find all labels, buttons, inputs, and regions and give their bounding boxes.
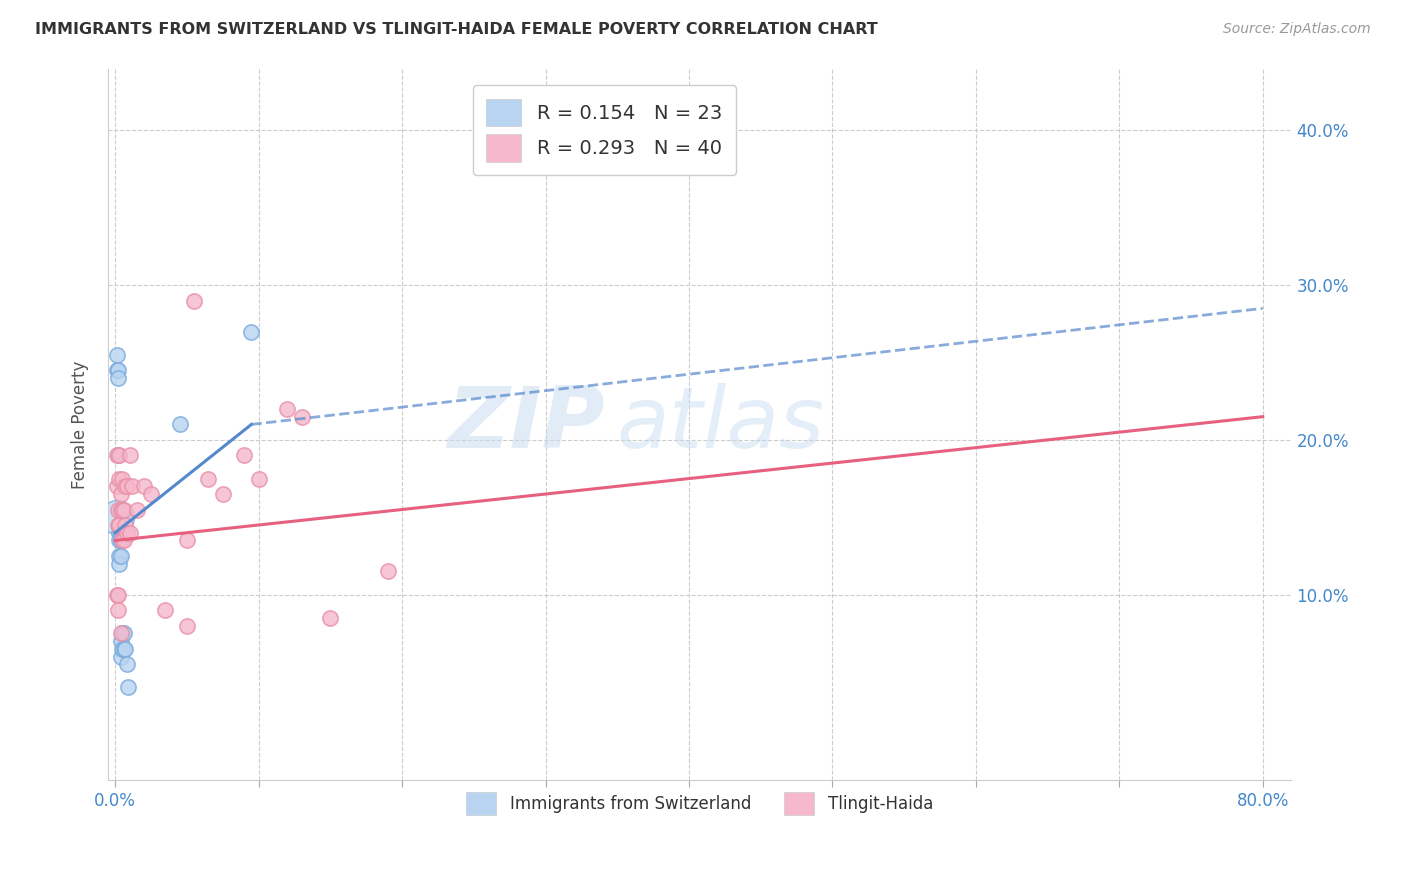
Point	[114, 518, 136, 533]
Point	[105, 448, 128, 462]
Point	[110, 549, 132, 563]
Point	[105, 363, 128, 377]
Point	[377, 565, 399, 579]
Point	[319, 611, 342, 625]
Point	[276, 401, 298, 416]
Point	[111, 502, 134, 516]
Point	[108, 518, 131, 533]
Point	[110, 502, 132, 516]
Point	[107, 588, 129, 602]
Point	[115, 657, 138, 672]
Point	[111, 626, 134, 640]
Legend: Immigrants from Switzerland, Tlingit-Haida: Immigrants from Switzerland, Tlingit-Hai…	[457, 781, 943, 825]
Point	[108, 557, 131, 571]
Point	[114, 479, 136, 493]
Point	[105, 588, 128, 602]
Point	[108, 549, 131, 563]
Point	[110, 634, 132, 648]
Point	[107, 363, 129, 377]
Point	[108, 525, 131, 540]
Point	[111, 641, 134, 656]
Point	[118, 448, 141, 462]
Point	[108, 448, 131, 462]
Point	[111, 533, 134, 548]
Point	[247, 472, 270, 486]
Text: Source: ZipAtlas.com: Source: ZipAtlas.com	[1223, 22, 1371, 37]
Point	[107, 448, 129, 462]
Text: ZIP: ZIP	[447, 383, 605, 466]
Text: IMMIGRANTS FROM SWITZERLAND VS TLINGIT-HAIDA FEMALE POVERTY CORRELATION CHART: IMMIGRANTS FROM SWITZERLAND VS TLINGIT-H…	[35, 22, 877, 37]
Point	[107, 518, 129, 533]
Point	[233, 448, 256, 462]
Point	[105, 510, 128, 524]
Point	[107, 603, 129, 617]
Point	[117, 681, 139, 695]
Point	[108, 472, 131, 486]
Point	[115, 525, 138, 540]
Point	[108, 533, 131, 548]
Y-axis label: Female Poverty: Female Poverty	[72, 360, 89, 489]
Point	[114, 641, 136, 656]
Point	[197, 472, 219, 486]
Point	[118, 525, 141, 540]
Point	[107, 371, 129, 385]
Point	[112, 533, 135, 548]
Point	[111, 472, 134, 486]
Point	[132, 479, 155, 493]
Point	[240, 325, 263, 339]
Point	[105, 479, 128, 493]
Point	[125, 502, 148, 516]
Point	[211, 487, 233, 501]
Point	[110, 626, 132, 640]
Point	[112, 626, 135, 640]
Point	[176, 533, 198, 548]
Point	[105, 348, 128, 362]
Point	[110, 525, 132, 540]
Point	[115, 479, 138, 493]
Point	[107, 502, 129, 516]
Point	[112, 502, 135, 516]
Point	[110, 649, 132, 664]
Point	[121, 479, 143, 493]
Point	[110, 533, 132, 548]
Text: atlas: atlas	[617, 383, 825, 466]
Point	[112, 641, 135, 656]
Point	[291, 409, 314, 424]
Point	[169, 417, 191, 432]
Point	[110, 487, 132, 501]
Point	[176, 618, 198, 632]
Point	[139, 487, 162, 501]
Point	[155, 603, 177, 617]
Point	[183, 293, 205, 308]
